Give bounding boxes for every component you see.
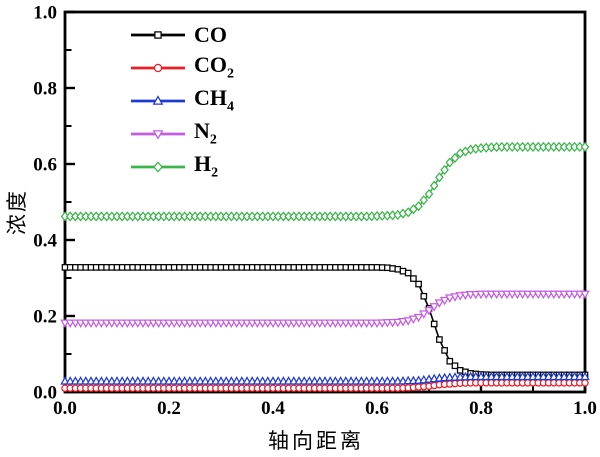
series-marker-triangle-up [580, 371, 590, 381]
legend-triangle-up-swatch-icon [131, 94, 185, 105]
series-marker-square [441, 347, 448, 354]
legend: CO CO2 CH4 N2 H2 [130, 18, 234, 183]
legend-item-co: CO [130, 18, 234, 51]
series-marker-diamond [429, 180, 439, 191]
series-marker-triangle-down [460, 291, 471, 301]
legend-triangle-down-swatch-icon [131, 129, 185, 140]
series-marker-triangle-down [434, 299, 445, 308]
y-tick-label: 0.8 [33, 79, 57, 100]
x-tick-label: 0.0 [53, 398, 77, 419]
x-tick-label: 0.4 [261, 398, 285, 419]
series-marker-triangle-down [413, 313, 424, 323]
legend-label-n2: N2 [194, 117, 217, 148]
x-axis-label: 轴向距离 [268, 429, 364, 453]
series-marker-diamond [435, 172, 444, 183]
series-marker-diamond [580, 141, 590, 152]
y-tick-label: 0.0 [33, 383, 57, 404]
series-marker-square [415, 280, 422, 288]
x-tick-label: 1.0 [573, 398, 597, 419]
legend-item-ch4: CH4 [130, 84, 234, 117]
series-marker-square [436, 336, 443, 343]
series-marker-square [430, 320, 438, 328]
series-marker-square [451, 362, 459, 370]
series-marker-triangle-down [424, 306, 434, 316]
legend-item-n2: N2 [130, 117, 234, 150]
x-tick-label: 0.6 [365, 398, 389, 419]
series-marker-diamond [445, 157, 455, 168]
series-marker-triangle-down [408, 315, 419, 325]
legend-circle-swatch-icon [131, 63, 185, 72]
series-marker-diamond [419, 195, 429, 206]
series-marker-triangle-up [152, 94, 164, 105]
legend-diamond-swatch-icon [131, 160, 185, 173]
series-marker-square [154, 30, 162, 39]
legend-label-ch4: CH4 [194, 84, 234, 115]
series-h2 [60, 141, 590, 222]
series-marker-triangle-down [419, 310, 429, 319]
legend-square-swatch-icon [131, 30, 185, 39]
series-marker-diamond [450, 152, 460, 163]
y-tick-label: 0.6 [33, 155, 57, 176]
series-marker-triangle-down [445, 294, 455, 303]
series-marker-diamond [424, 188, 434, 200]
series-marker-circle [581, 379, 589, 387]
series-marker-diamond [414, 201, 423, 212]
y-tick-label: 0.2 [33, 307, 57, 328]
x-tick-label: 0.8 [469, 398, 493, 419]
series-marker-triangle-down [450, 293, 460, 302]
y-tick-label: 0.4 [33, 231, 57, 252]
legend-label-co: CO [194, 21, 227, 47]
series-marker-square [410, 275, 417, 282]
series-marker-triangle-down [152, 129, 164, 140]
series-marker-square [420, 292, 428, 300]
series-marker-triangle-down [580, 290, 590, 300]
series-marker-diamond [153, 160, 163, 173]
series-n2 [60, 290, 590, 329]
series-marker-square [446, 357, 454, 365]
series-marker-diamond [440, 164, 449, 175]
series-marker-circle [153, 63, 163, 72]
series-marker-triangle-down [403, 317, 413, 326]
y-tick-label: 1.0 [33, 3, 57, 24]
series-marker-triangle-down [393, 318, 403, 328]
legend-item-co2: CO2 [130, 51, 234, 84]
series-marker-triangle-down [455, 292, 465, 301]
series-marker-triangle-down [429, 303, 439, 312]
y-axis-label: 浓度 [5, 189, 29, 235]
series-ch4 [60, 371, 590, 385]
legend-item-h2: H2 [130, 150, 234, 183]
series-marker-triangle-down [439, 296, 450, 306]
legend-label-co2: CO2 [194, 51, 234, 82]
x-tick-label: 0.2 [157, 398, 181, 419]
plot-frame [63, 10, 587, 394]
series-marker-square [404, 269, 412, 277]
series-marker-triangle-down [398, 317, 408, 327]
legend-label-h2: H2 [194, 150, 219, 181]
